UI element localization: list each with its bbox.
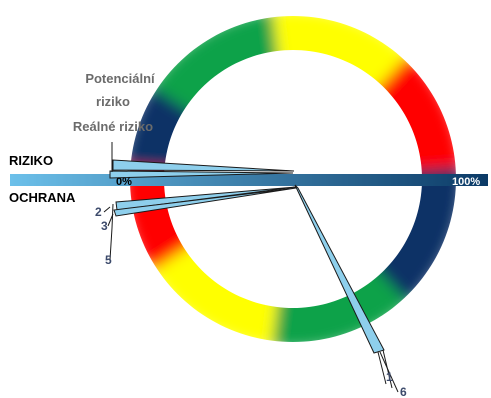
protection-label: OCHRANA [9,190,76,205]
protection-needle-3 [113,187,297,217]
risk-band-1 [150,16,293,179]
risk-label: RIZIKO [9,153,53,168]
needles [103,142,399,393]
protection-leader-3 [107,213,114,227]
potential-risk-label-line1: Potenciální [85,71,155,86]
real-risk-label: Reálné riziko [73,119,153,134]
protection-needle-1 [294,184,385,354]
protection-leader-6 [379,351,399,393]
protection-id-6: 6 [400,385,407,398]
protection-id-1: 1 [386,370,393,384]
protection-leader-2 [103,206,111,213]
protection-id-2: 2 [95,205,102,219]
potential-risk-needle [112,159,295,172]
scale-min-label: 0% [116,176,132,188]
scale-bar [10,174,488,186]
protection-leader-5 [109,203,114,261]
protection-id-3: 3 [101,219,108,233]
protection-id-5: 5 [105,253,112,267]
real-risk-needle [109,170,294,179]
potential-risk-label-line2: riziko [96,94,130,109]
scale-max-label: 100% [452,176,480,188]
protection-leader-extra [377,351,387,385]
